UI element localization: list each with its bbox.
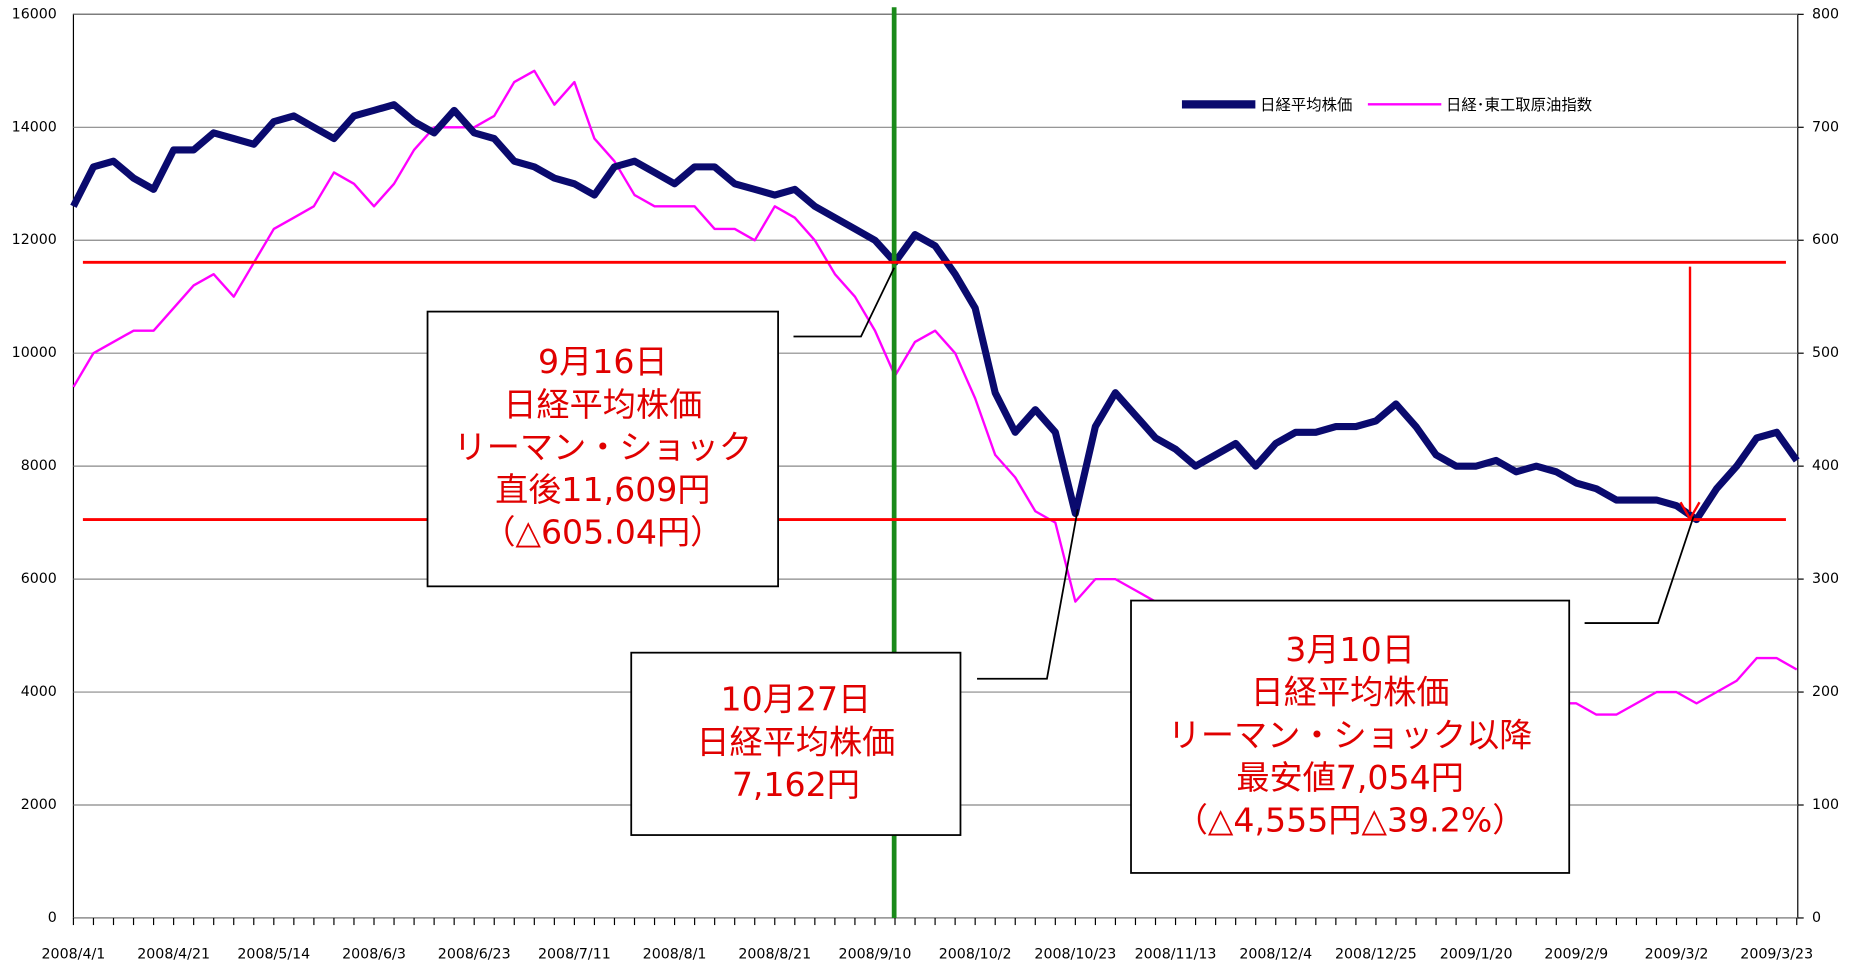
y2-tick-label: 100 (1812, 797, 1839, 813)
annotation-box (1130, 599, 1571, 874)
annotation-text: 7,162円 (732, 765, 860, 804)
x-tick-label: 2009/3/2 (1645, 947, 1709, 963)
x-tick-label: 2008/12/25 (1335, 947, 1417, 963)
legend-label: 日経･東工取原油指数 (1446, 96, 1592, 114)
leader-line (1584, 516, 1695, 624)
y2-tick-label: 500 (1812, 345, 1839, 361)
annotation-text: 日経平均株価 (1251, 673, 1450, 712)
x-tick-label: 2008/9/10 (839, 947, 912, 963)
y-tick-label: 0 (48, 910, 57, 926)
y-tick-label: 16000 (12, 6, 57, 22)
y-tick-label: 12000 (12, 232, 57, 248)
x-tick-label: 2008/4/1 (42, 947, 106, 963)
y-tick-label: 2000 (21, 797, 57, 813)
annotation-box (630, 651, 962, 836)
x-tick-label: 2008/10/23 (1034, 947, 1116, 963)
annotation-text: 直後11,609円 (495, 470, 710, 509)
annotation-text: 10月27日 (721, 680, 872, 719)
x-tick-label: 2008/8/21 (738, 947, 811, 963)
x-tick-label: 2008/11/13 (1135, 947, 1217, 963)
y-tick-label: 14000 (12, 119, 57, 135)
x-tick-label: 2008/8/1 (643, 947, 707, 963)
x-tick-label: 2009/3/23 (1740, 947, 1813, 963)
annotation-text: 日経平均株価 (503, 385, 702, 424)
x-tick-label: 2008/4/21 (137, 947, 210, 963)
y2-tick-label: 600 (1812, 232, 1839, 248)
x-tick-label: 2008/6/3 (342, 947, 406, 963)
x-tick-label: 2008/10/2 (939, 947, 1012, 963)
annotation-text: （△605.04円） (482, 513, 723, 552)
y-tick-label: 6000 (21, 571, 57, 587)
annotation-text: （△4,555円△39.2%） (1175, 801, 1526, 840)
y-tick-label: 4000 (21, 684, 57, 700)
series-line (70, 101, 1800, 524)
annotation-text: 最安値7,054円 (1236, 758, 1464, 797)
x-tick-label: 2008/7/11 (538, 947, 611, 963)
x-tick-label: 2008/12/4 (1239, 947, 1312, 963)
annotation-text: 9月16日 (538, 342, 668, 381)
y2-tick-label: 800 (1812, 6, 1839, 22)
y2-tick-label: 200 (1812, 684, 1839, 700)
x-tick-label: 2009/2/9 (1544, 947, 1608, 963)
y2-tick-label: 400 (1812, 458, 1839, 474)
annotation-text: 3月10日 (1285, 630, 1415, 669)
y2-tick-label: 300 (1812, 571, 1839, 587)
legend-label: 日経平均株価 (1260, 96, 1352, 114)
leader-line (977, 509, 1079, 680)
y2-tick-label: 700 (1812, 119, 1839, 135)
annotation-box (426, 310, 779, 588)
annotation-text: リーマン・ショック以降 (1168, 715, 1533, 754)
y-tick-label: 8000 (21, 458, 57, 474)
annotation-text: 日経平均株価 (696, 722, 895, 761)
drop-arrow-head (1679, 501, 1701, 522)
y2-tick-label: 0 (1812, 910, 1821, 926)
x-tick-label: 2008/6/23 (438, 947, 511, 963)
leader-line (793, 267, 895, 338)
annotation-text: リーマン・ショック (454, 427, 752, 466)
x-tick-label: 2009/1/20 (1440, 947, 1513, 963)
y-tick-label: 10000 (12, 345, 57, 361)
x-tick-label: 2008/5/14 (237, 947, 310, 963)
